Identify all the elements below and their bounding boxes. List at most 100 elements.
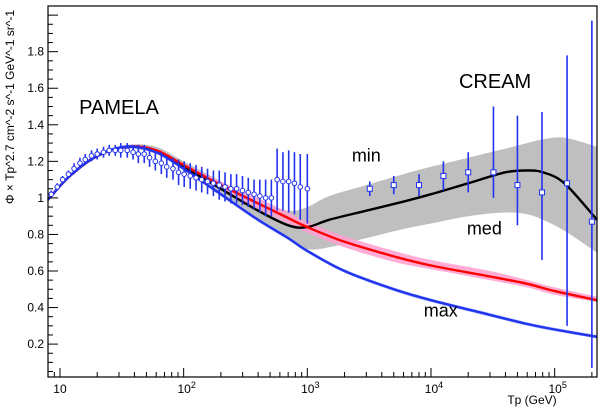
point-cream [538,112,545,261]
point-pamela [59,175,66,184]
point-cream [465,152,472,193]
marker [228,185,234,192]
marker [71,165,77,172]
y-axis-title: Φ × Tp^2.7 cm^-2 s^-1 GeV^-1 sr^-1 [3,10,17,204]
marker [198,176,205,183]
annotations: PAMELA CREAM min med max [79,71,531,320]
marker [130,149,136,156]
point-cream [440,161,447,191]
x-tick-label: 10 [53,382,67,396]
marker [222,184,228,190]
annotation-med: med [467,218,502,238]
point-pamela [233,174,240,204]
point-pamela [193,165,199,191]
point-pamela [146,148,153,167]
point-pamela [210,170,217,197]
point-pamela [175,159,182,186]
y-tick-label: 1.4 [27,118,44,132]
marker [124,147,131,154]
point-pamela [141,144,148,164]
y-tick-label: 0.4 [27,301,44,315]
point-pamela [251,179,257,209]
marker [274,176,280,183]
point-pamela [152,152,159,171]
y-tick-label: 1.6 [27,81,44,95]
point-pamela [228,174,234,204]
marker [59,176,66,183]
marker [239,187,246,194]
marker [152,158,159,165]
point-pamela [94,148,101,160]
point-pamela [198,166,205,193]
x-tick-label: 105 [548,380,566,396]
point-pamela [135,144,142,164]
y-tick-label: 0.6 [27,264,44,278]
point-pamela [204,168,211,195]
marker [181,171,187,177]
marker [117,147,124,154]
point-cream [366,181,373,197]
marker [233,185,240,192]
x-tick-label: 104 [425,380,443,396]
marker [82,156,89,163]
point-pamela [291,152,298,215]
point-pamela [88,150,95,162]
model-lines [47,145,598,338]
marker [216,182,223,188]
marker [210,180,217,187]
marker [187,173,194,179]
marker [163,164,170,170]
y-tick-label: 1.8 [27,45,44,59]
plot-frame [47,5,598,378]
point-pamela [158,152,165,175]
x-tick-label: 102 [177,380,195,396]
y-tick-label: 0.2 [27,337,44,351]
point-pamela [181,161,187,187]
point-pamela [274,148,280,211]
marker [465,169,472,176]
marker [440,172,447,179]
point-pamela [163,155,170,178]
point-pamela [82,154,89,165]
marker [146,154,153,161]
x-axis-title: Tp (GeV) [507,393,556,407]
line-max [47,145,598,338]
marker [257,193,263,199]
y-tick-label: 1 [37,191,44,205]
point-pamela [65,170,72,178]
point-pamela [222,172,228,202]
marker [112,147,119,154]
marker [514,182,521,189]
point-pamela [112,144,119,156]
point-cream [490,106,497,198]
marker [564,180,571,187]
point-cream [390,175,397,195]
band-med [48,144,597,303]
marker [390,182,397,189]
annotation-pamela: PAMELA [79,97,159,119]
marker [490,169,497,176]
marker [304,185,311,192]
point-pamela [100,146,107,158]
marker [135,151,142,157]
point-pamela [297,154,304,220]
marker [262,195,269,201]
y-axis: 0.2 0.4 0.6 0.8 1 1.2 1.4 1.6 1.8 [27,14,58,373]
point-cream [416,174,423,197]
point-pamela [48,190,55,198]
point-pamela [285,150,292,213]
marker [538,189,545,196]
y-tick-label: 1.2 [27,154,44,168]
data-points [48,20,595,368]
marker [245,189,252,196]
y-tick-label: 0.8 [27,227,44,241]
marker [48,191,55,198]
point-pamela [130,144,136,160]
marker [204,178,211,185]
marker [100,149,107,156]
point-pamela [170,157,176,180]
marker [94,151,101,157]
x-axis: 10 102 103 104 105 [47,368,593,396]
point-cream [588,20,595,368]
